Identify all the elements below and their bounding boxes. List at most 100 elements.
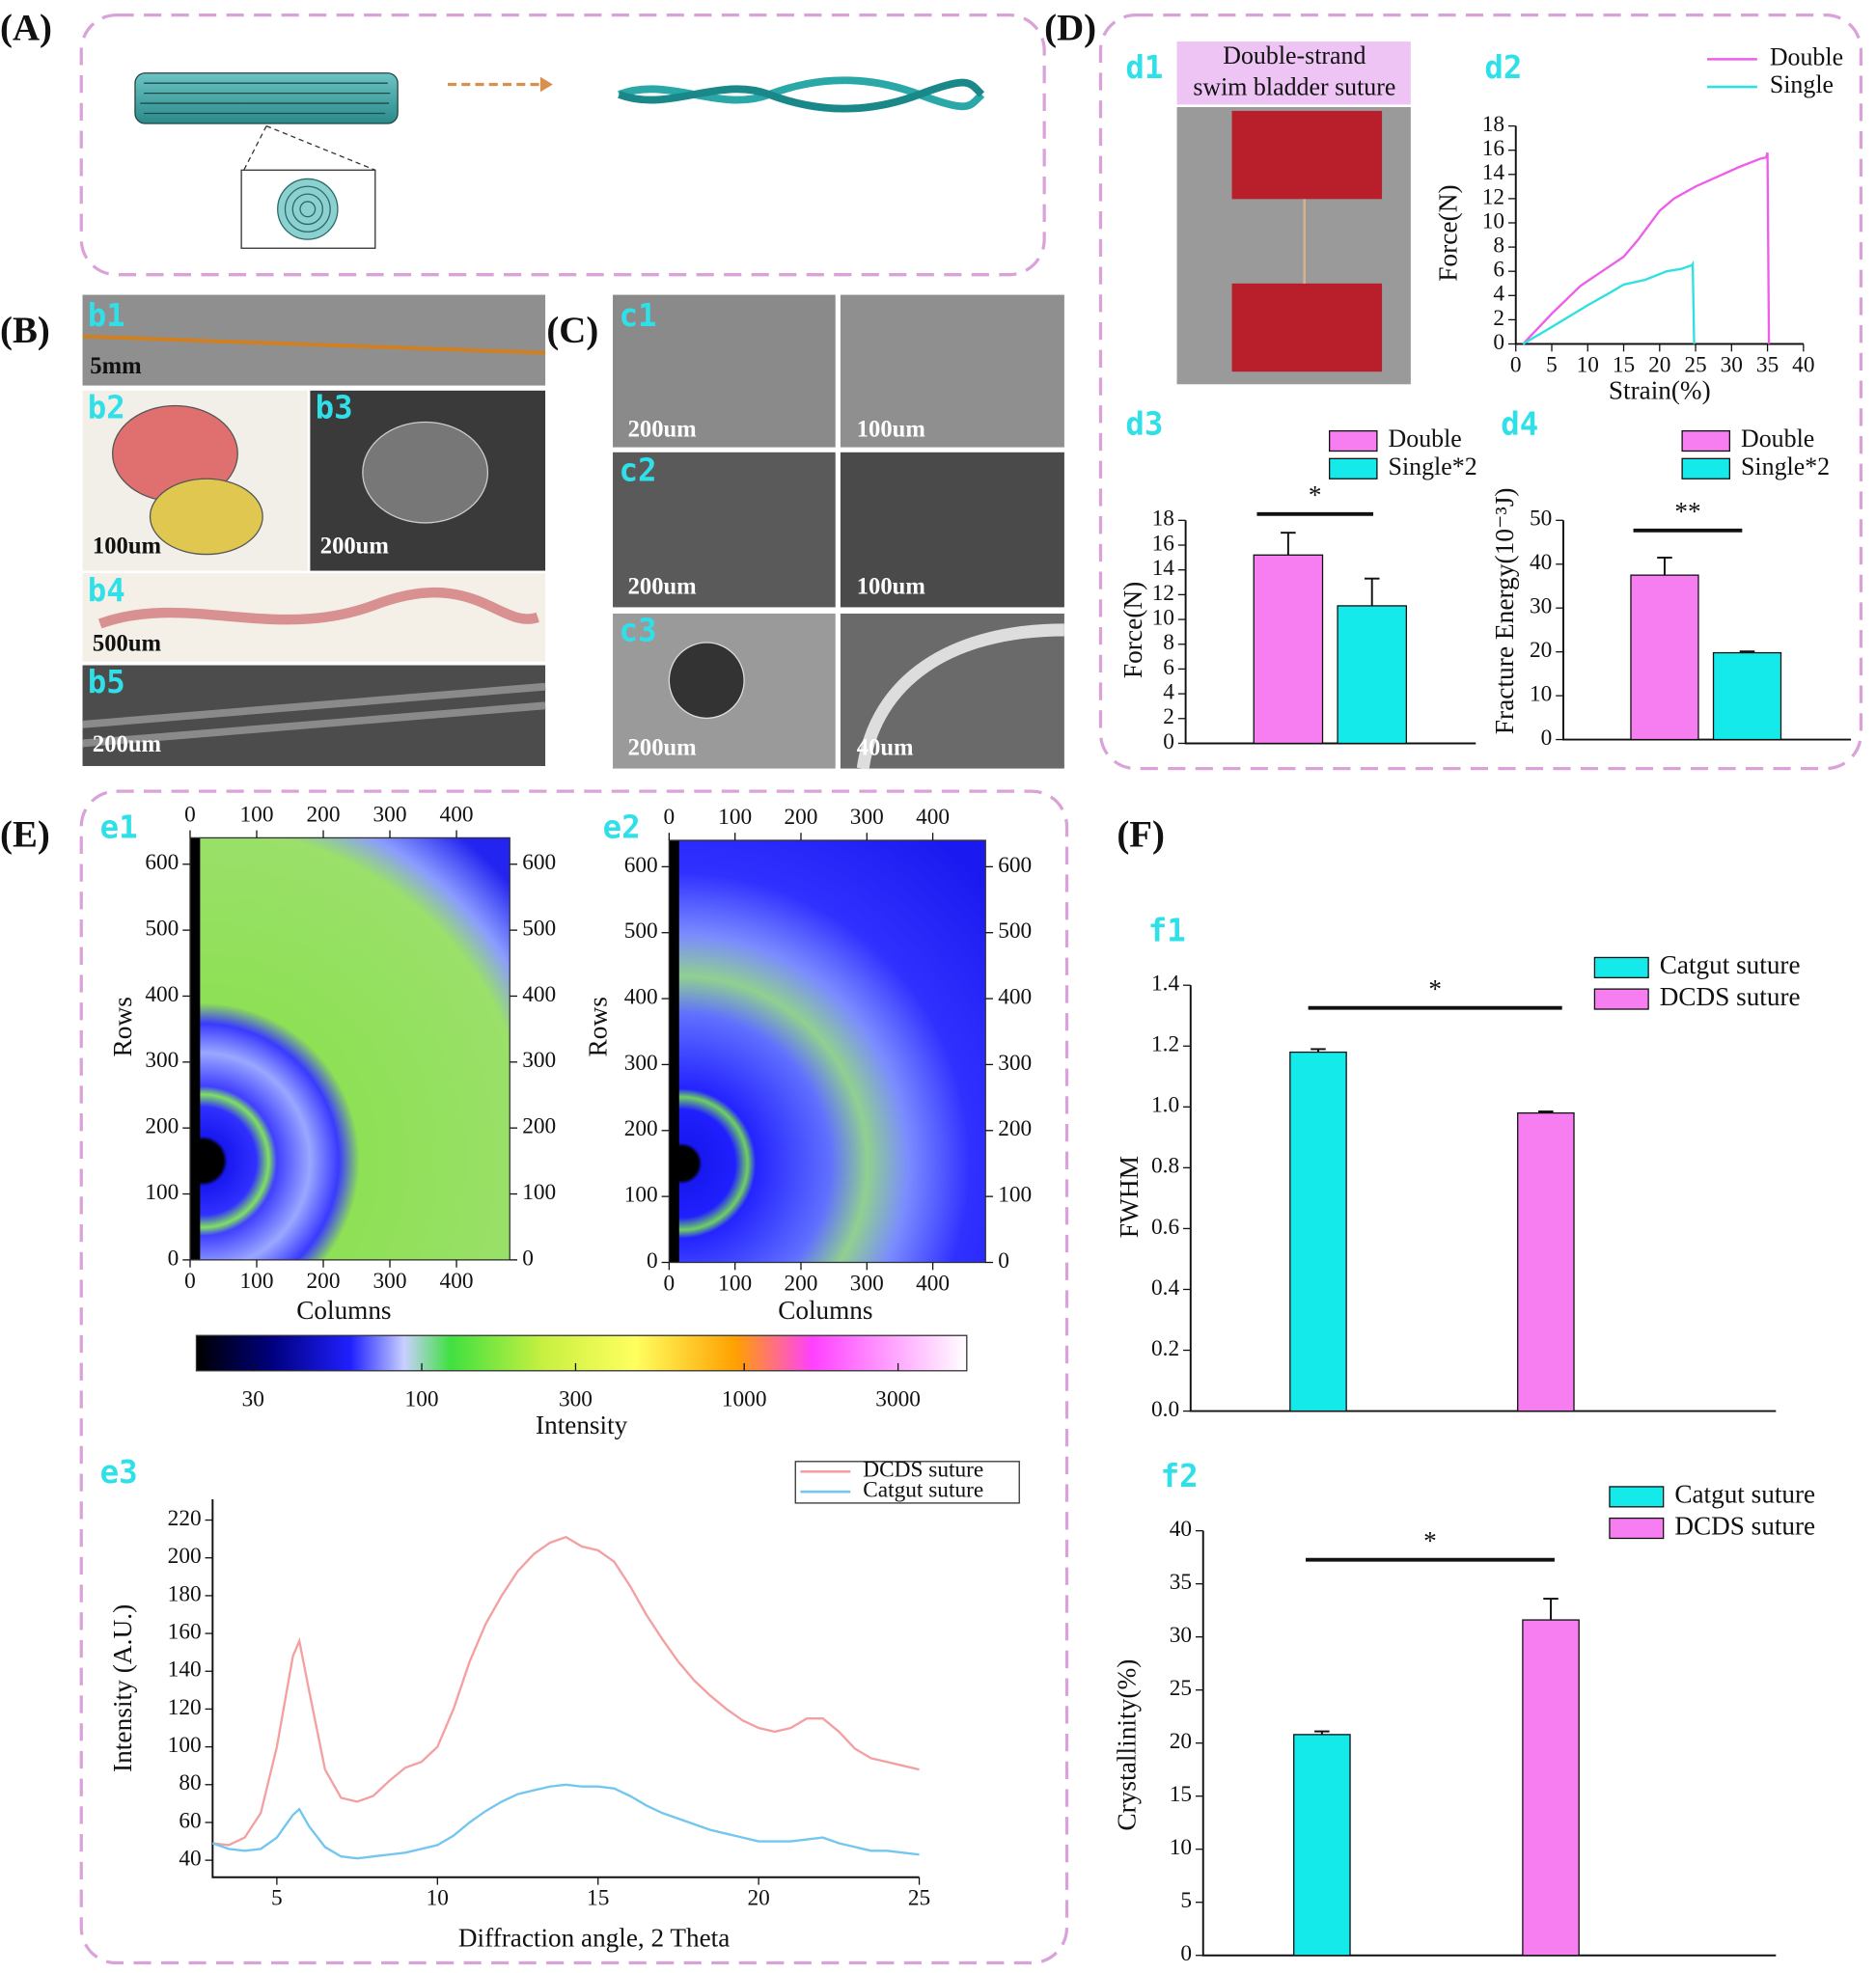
y-tick-label: 0.6 — [1151, 1215, 1179, 1240]
x-tick-label: 200 — [784, 805, 817, 830]
y-tick-label: 200 — [522, 1113, 556, 1138]
x-tick-label: 100 — [718, 805, 752, 830]
panel-label: (B) — [0, 310, 50, 351]
y-tick-label: 0.8 — [1151, 1154, 1179, 1179]
suture — [82, 334, 546, 355]
grip — [1231, 110, 1383, 200]
y-tick-label: 0.2 — [1151, 1336, 1179, 1361]
image-label: d1 — [1125, 49, 1163, 86]
y-tick-label: 30 — [1530, 594, 1552, 619]
y-tick-label: 0 — [1180, 1941, 1192, 1966]
y-tick-label: 200 — [168, 1544, 202, 1569]
y-axis-label: Intensity (A.U.) — [108, 1604, 137, 1772]
y-tick-label: 18 — [1152, 507, 1174, 532]
x-tick-label: 200 — [307, 803, 341, 828]
border-e — [79, 789, 1069, 1965]
strand — [618, 78, 985, 113]
y-axis-label: Fracture Energy(10⁻³J) — [1490, 487, 1519, 734]
x-tick-label: 3000 — [875, 1386, 921, 1411]
x-tick-label: 25 — [908, 1886, 930, 1911]
grip — [1231, 283, 1383, 372]
x-axis-label: Columns — [778, 1296, 872, 1325]
zoom-lines — [243, 124, 376, 171]
significance-mark: ** — [1674, 497, 1700, 526]
y-tick-label: 200 — [998, 1116, 1032, 1141]
bar — [1337, 605, 1407, 745]
legend-swatch — [1609, 1486, 1665, 1508]
scale-bar: 5mm — [90, 353, 142, 379]
image-label: b1 — [88, 297, 125, 334]
y-tick-label: 1.2 — [1151, 1032, 1179, 1057]
y-tick-label: 15 — [1170, 1782, 1192, 1807]
y-tick-label: 400 — [998, 984, 1032, 1009]
y-tick-label: 0 — [1163, 729, 1174, 754]
y-tick-label: 500 — [145, 916, 179, 941]
y-tick-label: 100 — [168, 1733, 202, 1758]
x-tick-label: 25 — [1684, 352, 1706, 377]
bar — [1293, 1734, 1351, 1957]
chart-label: f2 — [1161, 1458, 1199, 1494]
sem-feature — [856, 623, 1064, 770]
y-tick-label: 20 — [1530, 638, 1552, 663]
chart-label: e1 — [100, 808, 138, 845]
photo-title: swim bladder suture — [1193, 73, 1395, 101]
fibres — [140, 82, 391, 115]
y-tick-label: 60 — [179, 1808, 201, 1833]
x-tick-label: 400 — [916, 805, 950, 830]
diffraction-image — [669, 840, 986, 1263]
sem-feature — [668, 642, 745, 720]
beamstop — [189, 837, 201, 1260]
border-d — [1098, 14, 1863, 771]
y-tick-label: 40 — [1170, 1517, 1192, 1542]
scale-bar: 40um — [857, 735, 914, 761]
y-tick-label: 400 — [522, 982, 556, 1007]
x-axis-label: Columns — [296, 1296, 391, 1325]
scale-bar: 200um — [628, 416, 698, 442]
data-line — [1522, 260, 1696, 345]
legend-swatch — [1593, 988, 1649, 1010]
y-tick-label: 16 — [1482, 136, 1504, 161]
axes — [1184, 520, 1476, 745]
x-tick-label: 1000 — [722, 1386, 767, 1411]
y-tick-label: 12 — [1482, 184, 1504, 209]
colorbar — [195, 1334, 968, 1372]
y-tick-label: 0.4 — [1151, 1275, 1179, 1301]
legend-label: Catgut suture — [1660, 950, 1801, 979]
x-axis-label: Diffraction angle, 2 Theta — [458, 1923, 730, 1952]
y-tick-label: 100 — [624, 1182, 658, 1207]
y-tick-label: 220 — [168, 1506, 202, 1531]
y-tick-label: 0 — [1541, 726, 1553, 751]
y-tick-label: 50 — [1530, 507, 1552, 532]
legend-label: Double — [1770, 42, 1843, 70]
x-tick-label: 30 — [1721, 352, 1743, 377]
x-tick-label: 100 — [405, 1386, 439, 1411]
y-tick-label: 14 — [1152, 556, 1175, 581]
y-tick-label: 10 — [1482, 208, 1504, 233]
scale-bar: 100um — [93, 534, 162, 560]
y-tick-label: 600 — [522, 850, 556, 875]
y-tick-label: 0 — [168, 1246, 179, 1271]
x-axis-label: Strain(%) — [1609, 376, 1711, 405]
x-tick-label: 5 — [271, 1886, 283, 1911]
x-tick-label: 15 — [587, 1886, 609, 1911]
chart-label: d2 — [1484, 49, 1522, 86]
y-tick-label: 40 — [179, 1846, 201, 1871]
legend-label: DCDS suture — [863, 1458, 983, 1483]
y-tick-label: 6 — [1493, 258, 1504, 283]
y-tick-label: 500 — [624, 918, 658, 944]
data-line — [211, 1783, 920, 1860]
legend-label: Double — [1741, 425, 1814, 452]
d1-header — [1176, 41, 1411, 105]
y-tick-label: 10 — [1152, 605, 1174, 630]
panel-borders — [79, 14, 1863, 1965]
y-tick-label: 300 — [998, 1051, 1032, 1076]
y-tick-label: 180 — [168, 1581, 202, 1606]
x-tick-label: 300 — [373, 803, 407, 828]
legend-swatch — [1681, 457, 1731, 480]
x-tick-label: 40 — [1792, 352, 1814, 377]
image-label: c1 — [620, 297, 657, 334]
x-tick-label: 5 — [1546, 352, 1558, 377]
x-tick-label: 400 — [440, 1269, 474, 1294]
y-tick-label: 140 — [168, 1658, 202, 1683]
